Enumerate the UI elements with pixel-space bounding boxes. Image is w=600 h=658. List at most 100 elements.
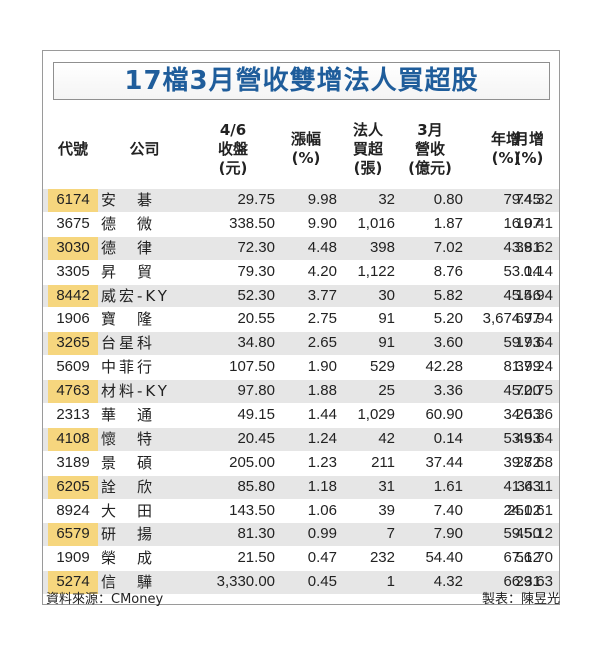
cell-mom: 37.24	[515, 358, 553, 376]
cell-mom: 28.68	[515, 453, 553, 471]
cell-revenue: 4.32	[433, 573, 463, 591]
cell-mom: 45.12	[515, 525, 553, 543]
cell-close: 205.00	[229, 453, 275, 471]
cell-change: 9.98	[307, 191, 337, 208]
cell-net-buy: 1,122	[357, 262, 395, 280]
cell-close: 52.30	[237, 286, 275, 304]
cell-code: 3265	[48, 332, 98, 356]
cell-company: 德 律	[101, 238, 156, 257]
cell-code: 6174	[48, 189, 98, 212]
cell-net-buy: 529	[369, 358, 395, 376]
cell-yoy: 53.53	[503, 429, 541, 447]
cell-revenue: 60.90	[425, 406, 463, 424]
cell-revenue: 5.82	[433, 286, 463, 304]
cell-mom: 49.64	[515, 429, 553, 447]
cell-company: 榮 成	[101, 549, 156, 568]
cell-change: 2.75	[307, 310, 337, 328]
table-frame	[42, 50, 560, 605]
cell-change: 1.44	[307, 406, 337, 424]
cell-mom: 20.36	[515, 406, 553, 424]
cell-mom: 251.61	[507, 501, 553, 519]
cell-code: 6579	[48, 523, 98, 547]
cell-net-buy: 211	[371, 453, 395, 471]
table-row: 6579 研 揚 81.30 0.99 7 7.90 59.50 45.12	[43, 523, 559, 548]
cell-company: 中菲行	[101, 358, 156, 377]
header-close: 4/6 收盤 (元)	[217, 120, 248, 177]
cell-yoy: 66.31	[503, 573, 541, 591]
cell-company: 寶 隆	[101, 310, 156, 329]
cell-code: 5274	[48, 571, 98, 595]
table-row: 4763 材料-KY 97.80 1.88 25 3.36 45.00 72.75	[43, 380, 559, 405]
cell-code: 3030	[48, 236, 98, 260]
table-row: 3030 德 律 72.30 4.48 398 7.02 43.81 39.62	[43, 236, 559, 261]
cell-revenue: 7.90	[433, 525, 463, 543]
table-row: 6174 安 碁 29.75 9.98 32 0.80 79.45 74.32	[43, 189, 559, 213]
cell-code: 8442	[48, 284, 98, 308]
cell-company: 詮 欣	[101, 477, 156, 496]
cell-mom: 0.14	[523, 262, 553, 280]
cell-code: 3189	[56, 453, 90, 471]
cell-change: 0.45	[307, 573, 337, 591]
cell-revenue: 1.87	[433, 214, 463, 232]
cell-code: 5609	[56, 358, 90, 376]
cell-yoy: 34.53	[503, 406, 541, 424]
cell-change: 3.77	[307, 286, 337, 304]
cell-company: 德 微	[101, 214, 156, 233]
cell-change: 1.18	[307, 477, 337, 495]
table-row: 3189 景 碩 205.00 1.23 211 37.44 39.72 28.68	[43, 452, 559, 476]
cell-change: 9.90	[307, 214, 337, 232]
table-row: 6205 詮 欣 85.80 1.18 31 1.61 41.63 34.11	[43, 475, 559, 500]
cell-yoy: 39.72	[503, 453, 541, 471]
cell-net-buy: 1,029	[357, 406, 395, 424]
cell-net-buy: 91	[378, 334, 395, 352]
cell-mom: 34.11	[516, 477, 553, 495]
cell-code: 3305	[56, 262, 90, 280]
cell-close: 143.50	[229, 501, 275, 519]
cell-mom: 74.32	[515, 191, 553, 208]
cell-code: 8924	[56, 501, 90, 519]
cell-code: 2313	[56, 406, 90, 424]
cell-net-buy: 25	[378, 382, 395, 400]
cell-close: 338.50	[229, 214, 275, 232]
cell-revenue: 0.80	[433, 191, 463, 208]
cell-net-buy: 398	[369, 238, 395, 256]
cell-company: 昇 貿	[101, 262, 156, 281]
cell-revenue: 8.76	[433, 262, 463, 280]
header-change: 漲幅 (%)	[290, 130, 321, 167]
cell-change: 1.88	[307, 382, 337, 400]
credit-note: 製表：陳昱光	[481, 592, 560, 607]
cell-revenue: 37.44	[425, 453, 463, 471]
cell-close: 3,330.00	[216, 573, 275, 591]
cell-code: 4763	[48, 380, 98, 404]
cell-yoy: 79.45	[503, 191, 541, 208]
cell-change: 4.48	[307, 238, 337, 256]
cell-net-buy: 42	[378, 429, 395, 447]
header-code: 代號	[57, 139, 88, 158]
cell-net-buy: 7	[386, 525, 395, 543]
table-row: 1906 寶 隆 20.55 2.75 91 5.20 3,674.77 69.94	[43, 308, 559, 333]
cell-close: 34.80	[237, 334, 275, 352]
cell-company: 景 碩	[101, 453, 156, 472]
cell-yoy: 45.46	[503, 286, 541, 304]
cell-close: 107.50	[229, 358, 275, 376]
cell-mom: 56.70	[515, 549, 553, 567]
cell-company: 材料-KY	[101, 382, 170, 401]
table-row: 3675 德 微 338.50 9.90 1,016 1.87 16.07 19.41	[43, 213, 559, 237]
cell-mom: 39.62	[515, 238, 553, 256]
table-row: 3305 昇 貿 79.30 4.20 1,122 8.76 53.14 0.14	[43, 261, 559, 285]
cell-company: 懷 特	[101, 429, 156, 448]
cell-revenue: 7.02	[433, 238, 463, 256]
cell-yoy: 59.50	[503, 525, 541, 543]
cell-net-buy: 91	[378, 310, 395, 328]
cell-revenue: 7.40	[433, 501, 463, 519]
cell-revenue: 5.20	[433, 310, 463, 328]
cell-net-buy: 32	[378, 191, 395, 208]
cell-code: 6205	[48, 475, 98, 499]
cell-revenue: 1.61	[433, 477, 463, 495]
cell-net-buy: 30	[378, 286, 395, 304]
cell-company: 信 驊	[101, 573, 156, 592]
cell-code: 1909	[56, 549, 90, 567]
cell-close: 20.55	[237, 310, 275, 328]
source-note: 資料來源：CMoney	[46, 592, 164, 607]
